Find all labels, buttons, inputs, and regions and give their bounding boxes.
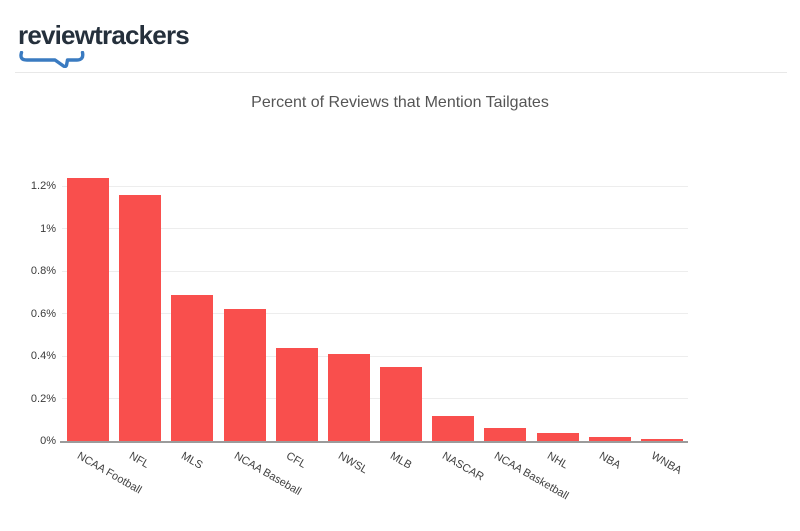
chart-title: Percent of Reviews that Mention Tailgate… <box>251 94 549 111</box>
y-axis-tick-label: 0% <box>40 435 56 447</box>
bar-wnba <box>640 438 683 441</box>
y-axis-tick-label: 0.8% <box>30 265 56 278</box>
x-axis-label-nhl: NHL <box>544 450 570 472</box>
x-axis-label-cfl: CFL <box>283 450 308 471</box>
x-axis-label-mls: MLS <box>179 450 206 472</box>
logo-text: reviewtrackers <box>18 20 190 50</box>
y-axis-tick-label: 1% <box>40 222 56 235</box>
bar-ncaa-baseball <box>223 309 266 441</box>
bar-cfl <box>275 347 318 441</box>
bar-chart: 0% 0.2% 0.4% 0.6% 0.8% 1% 1.2% NCAA Football NFL… <box>0 140 800 531</box>
gridline-1pct <box>62 228 688 230</box>
bar-mlb <box>380 366 423 441</box>
gridline-1_2pct <box>62 185 688 187</box>
x-axis-label-wnba: WNBA <box>648 450 684 477</box>
bar-ncaa-basketball <box>484 428 527 441</box>
x-axis-label-nascar: NASCAR <box>440 450 486 484</box>
x-axis-line <box>60 441 688 443</box>
bar-ncaa-football <box>67 177 110 441</box>
bar-nhl <box>536 432 579 441</box>
bar-nba <box>588 436 631 441</box>
header-divider <box>15 72 787 73</box>
bar-nwsl <box>327 353 370 441</box>
y-axis-tick-label: 0.4% <box>30 350 56 363</box>
y-axis-tick-label: 0.2% <box>30 392 56 405</box>
x-axis-label-mlb: MLB <box>388 450 414 472</box>
logo-swoosh-icon <box>19 51 85 68</box>
gridline-0_4pct <box>62 355 688 357</box>
y-axis-tick-label: 1.2% <box>30 180 56 193</box>
bar-nfl <box>119 194 162 441</box>
gridline-0_8pct <box>62 270 688 272</box>
gridline-0_6pct <box>62 313 688 315</box>
x-axis-label-nwsl: NWSL <box>335 450 370 477</box>
x-axis-label-nfl: NFL <box>127 450 152 471</box>
bar-mls <box>171 294 214 441</box>
reviewtrackers-logo: reviewtrackers <box>18 20 190 68</box>
bar-nascar <box>432 415 475 441</box>
gridline-0_2pct <box>62 398 688 400</box>
y-axis-tick-label: 0.6% <box>30 307 56 320</box>
x-axis-label-nba: NBA <box>596 450 623 472</box>
